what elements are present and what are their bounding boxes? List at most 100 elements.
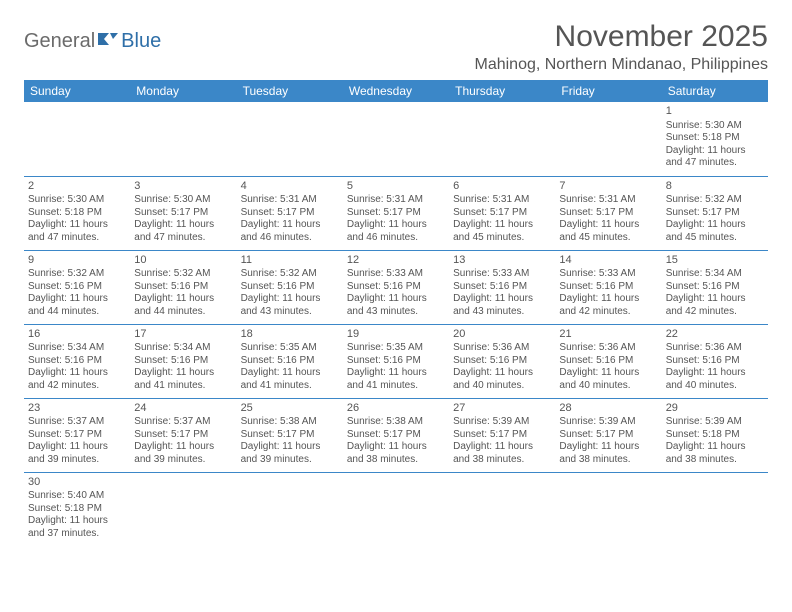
day-number: 30 bbox=[28, 476, 126, 490]
calendar-cell: 12Sunrise: 5:33 AMSunset: 5:16 PMDayligh… bbox=[343, 250, 449, 324]
daylight-text-1: Daylight: 11 hours bbox=[559, 441, 657, 454]
daylight-text-1: Daylight: 11 hours bbox=[134, 367, 232, 380]
calendar-cell: 27Sunrise: 5:39 AMSunset: 5:17 PMDayligh… bbox=[449, 398, 555, 472]
day-header: Tuesday bbox=[237, 80, 343, 102]
day-number: 20 bbox=[453, 328, 551, 342]
calendar-cell-empty bbox=[449, 102, 555, 176]
calendar-cell-empty bbox=[555, 472, 661, 546]
page-title: November 2025 bbox=[474, 20, 768, 54]
calendar-cell-empty bbox=[237, 102, 343, 176]
sunrise-text: Sunrise: 5:36 AM bbox=[559, 342, 657, 355]
sunrise-text: Sunrise: 5:36 AM bbox=[666, 342, 764, 355]
calendar-cell: 26Sunrise: 5:38 AMSunset: 5:17 PMDayligh… bbox=[343, 398, 449, 472]
sunrise-text: Sunrise: 5:30 AM bbox=[134, 194, 232, 207]
daylight-text-1: Daylight: 11 hours bbox=[28, 515, 126, 528]
sunset-text: Sunset: 5:16 PM bbox=[134, 281, 232, 294]
sunset-text: Sunset: 5:18 PM bbox=[666, 132, 764, 145]
daylight-text-2: and 41 minutes. bbox=[347, 380, 445, 393]
day-number: 3 bbox=[134, 180, 232, 194]
sunset-text: Sunset: 5:16 PM bbox=[134, 355, 232, 368]
sunset-text: Sunset: 5:16 PM bbox=[453, 281, 551, 294]
daylight-text-2: and 45 minutes. bbox=[666, 232, 764, 245]
sunset-text: Sunset: 5:17 PM bbox=[559, 207, 657, 220]
sunrise-text: Sunrise: 5:30 AM bbox=[666, 120, 764, 133]
header: General Blue November 2025 Mahinog, Nort… bbox=[24, 20, 768, 74]
calendar-row: 30Sunrise: 5:40 AMSunset: 5:18 PMDayligh… bbox=[24, 472, 768, 546]
sunrise-text: Sunrise: 5:36 AM bbox=[453, 342, 551, 355]
calendar-cell-empty bbox=[555, 102, 661, 176]
daylight-text-1: Daylight: 11 hours bbox=[666, 145, 764, 158]
daylight-text-2: and 42 minutes. bbox=[666, 306, 764, 319]
sunset-text: Sunset: 5:16 PM bbox=[241, 355, 339, 368]
sunrise-text: Sunrise: 5:34 AM bbox=[28, 342, 126, 355]
daylight-text-2: and 37 minutes. bbox=[28, 528, 126, 541]
sunrise-text: Sunrise: 5:40 AM bbox=[28, 490, 126, 503]
day-number: 23 bbox=[28, 402, 126, 416]
sunset-text: Sunset: 5:17 PM bbox=[347, 207, 445, 220]
daylight-text-1: Daylight: 11 hours bbox=[666, 367, 764, 380]
day-number: 1 bbox=[666, 105, 764, 119]
day-number: 28 bbox=[559, 402, 657, 416]
daylight-text-2: and 43 minutes. bbox=[453, 306, 551, 319]
sunrise-text: Sunrise: 5:30 AM bbox=[28, 194, 126, 207]
calendar-cell: 22Sunrise: 5:36 AMSunset: 5:16 PMDayligh… bbox=[662, 324, 768, 398]
sunrise-text: Sunrise: 5:35 AM bbox=[241, 342, 339, 355]
daylight-text-1: Daylight: 11 hours bbox=[666, 441, 764, 454]
daylight-text-1: Daylight: 11 hours bbox=[559, 367, 657, 380]
calendar-cell: 3Sunrise: 5:30 AMSunset: 5:17 PMDaylight… bbox=[130, 176, 236, 250]
day-number: 14 bbox=[559, 254, 657, 268]
daylight-text-2: and 47 minutes. bbox=[134, 232, 232, 245]
day-header-row: SundayMondayTuesdayWednesdayThursdayFrid… bbox=[24, 80, 768, 102]
daylight-text-2: and 41 minutes. bbox=[134, 380, 232, 393]
day-number: 15 bbox=[666, 254, 764, 268]
daylight-text-1: Daylight: 11 hours bbox=[347, 293, 445, 306]
day-header: Thursday bbox=[449, 80, 555, 102]
day-number: 22 bbox=[666, 328, 764, 342]
calendar-cell: 20Sunrise: 5:36 AMSunset: 5:16 PMDayligh… bbox=[449, 324, 555, 398]
sunset-text: Sunset: 5:16 PM bbox=[666, 281, 764, 294]
day-number: 2 bbox=[28, 180, 126, 194]
calendar-cell: 23Sunrise: 5:37 AMSunset: 5:17 PMDayligh… bbox=[24, 398, 130, 472]
calendar-cell-empty bbox=[343, 472, 449, 546]
day-number: 19 bbox=[347, 328, 445, 342]
sunrise-text: Sunrise: 5:37 AM bbox=[134, 416, 232, 429]
daylight-text-1: Daylight: 11 hours bbox=[559, 293, 657, 306]
calendar-cell-empty bbox=[24, 102, 130, 176]
sunset-text: Sunset: 5:17 PM bbox=[559, 429, 657, 442]
day-number: 9 bbox=[28, 254, 126, 268]
daylight-text-1: Daylight: 11 hours bbox=[241, 293, 339, 306]
daylight-text-2: and 38 minutes. bbox=[666, 454, 764, 467]
daylight-text-2: and 40 minutes. bbox=[559, 380, 657, 393]
day-number: 17 bbox=[134, 328, 232, 342]
daylight-text-2: and 39 minutes. bbox=[241, 454, 339, 467]
day-header: Saturday bbox=[662, 80, 768, 102]
daylight-text-1: Daylight: 11 hours bbox=[28, 367, 126, 380]
daylight-text-2: and 44 minutes. bbox=[28, 306, 126, 319]
sunset-text: Sunset: 5:16 PM bbox=[666, 355, 764, 368]
sunrise-text: Sunrise: 5:35 AM bbox=[347, 342, 445, 355]
flag-icon bbox=[97, 31, 119, 52]
daylight-text-1: Daylight: 11 hours bbox=[347, 367, 445, 380]
calendar-cell-empty bbox=[130, 472, 236, 546]
brand-logo: General Blue bbox=[24, 20, 161, 53]
daylight-text-2: and 45 minutes. bbox=[559, 232, 657, 245]
brand-text-1: General bbox=[24, 30, 95, 53]
title-block: November 2025 Mahinog, Northern Mindanao… bbox=[474, 20, 768, 74]
calendar-cell: 28Sunrise: 5:39 AMSunset: 5:17 PMDayligh… bbox=[555, 398, 661, 472]
daylight-text-1: Daylight: 11 hours bbox=[453, 441, 551, 454]
daylight-text-1: Daylight: 11 hours bbox=[134, 219, 232, 232]
calendar-row: 1Sunrise: 5:30 AMSunset: 5:18 PMDaylight… bbox=[24, 102, 768, 176]
sunrise-text: Sunrise: 5:31 AM bbox=[453, 194, 551, 207]
sunset-text: Sunset: 5:16 PM bbox=[241, 281, 339, 294]
calendar-cell: 10Sunrise: 5:32 AMSunset: 5:16 PMDayligh… bbox=[130, 250, 236, 324]
daylight-text-1: Daylight: 11 hours bbox=[241, 441, 339, 454]
calendar-row: 23Sunrise: 5:37 AMSunset: 5:17 PMDayligh… bbox=[24, 398, 768, 472]
daylight-text-1: Daylight: 11 hours bbox=[453, 367, 551, 380]
calendar-cell: 15Sunrise: 5:34 AMSunset: 5:16 PMDayligh… bbox=[662, 250, 768, 324]
calendar-cell: 30Sunrise: 5:40 AMSunset: 5:18 PMDayligh… bbox=[24, 472, 130, 546]
sunset-text: Sunset: 5:17 PM bbox=[241, 207, 339, 220]
sunset-text: Sunset: 5:16 PM bbox=[28, 281, 126, 294]
sunset-text: Sunset: 5:16 PM bbox=[347, 355, 445, 368]
sunrise-text: Sunrise: 5:33 AM bbox=[453, 268, 551, 281]
sunset-text: Sunset: 5:16 PM bbox=[28, 355, 126, 368]
